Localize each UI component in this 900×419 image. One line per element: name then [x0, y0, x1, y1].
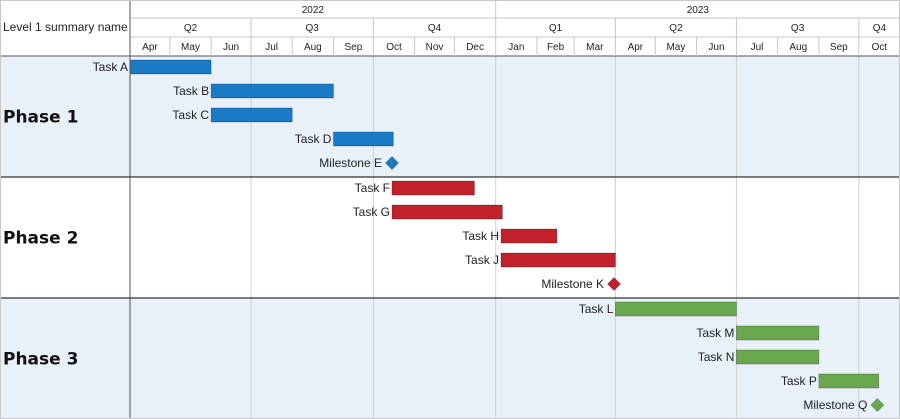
month-label: Aug [789, 42, 807, 53]
month-label: Oct [872, 42, 888, 53]
task-bar [333, 131, 394, 147]
month-label: Jul [265, 42, 278, 53]
task-bar [736, 325, 820, 341]
month-label: Oct [386, 42, 402, 53]
phase-band [0, 177, 900, 298]
year-label: 2023 [687, 5, 710, 16]
month-label: Mar [586, 42, 604, 53]
task-bar [500, 252, 616, 268]
task-bar [736, 349, 820, 365]
task-label: Task N [698, 350, 735, 364]
month-label: Sep [345, 42, 363, 53]
month-label: May [666, 42, 685, 53]
milestone-label: Milestone K [541, 277, 604, 291]
month-label: Dec [466, 42, 484, 53]
task-bar [210, 83, 334, 99]
task-label: Task B [173, 84, 209, 98]
summary-column-label: Level 1 summary name [3, 20, 128, 34]
task-label: Task G [353, 205, 390, 219]
milestone-label: Milestone Q [803, 398, 867, 412]
phase-label: Phase 1 [3, 108, 78, 128]
month-label: May [181, 42, 200, 53]
quarter-label: Q4 [428, 23, 442, 34]
quarter-label: Q2 [184, 23, 198, 34]
phase-label: Phase 3 [3, 350, 78, 370]
task-bar [500, 228, 558, 244]
month-label: Nov [426, 42, 444, 53]
task-label: Task D [295, 132, 332, 146]
quarter-label: Q3 [791, 23, 805, 34]
milestone-marker [607, 276, 622, 292]
quarter-label: Q2 [669, 23, 683, 34]
phase-label: Phase 2 [3, 229, 78, 249]
task-label: Task F [355, 181, 390, 195]
month-label: Jan [508, 42, 524, 53]
quarter-label: Q3 [306, 23, 320, 34]
milestone-marker [870, 397, 885, 413]
month-label: Jun [223, 42, 239, 53]
milestone-marker [384, 155, 400, 171]
quarter-label: Q1 [549, 23, 563, 34]
task-label: Task P [781, 374, 817, 388]
quarter-label: Q4 [873, 23, 887, 34]
task-label: Task M [696, 326, 734, 340]
month-label: Jun [708, 42, 724, 53]
task-bar [391, 204, 503, 220]
month-label: Sep [830, 42, 848, 53]
task-label: Task C [172, 108, 209, 122]
task-label: Task J [465, 253, 499, 267]
task-bar [129, 59, 212, 75]
task-bar [818, 373, 880, 389]
task-bar [391, 180, 475, 196]
task-label: Task A [93, 60, 128, 74]
month-label: Aug [304, 42, 322, 53]
task-bar [615, 301, 737, 317]
year-label: 2022 [302, 5, 325, 16]
task-label: Task H [462, 229, 499, 243]
month-label: Apr [628, 42, 644, 53]
milestone-label: Milestone E [319, 156, 382, 170]
task-label: Task L [579, 302, 614, 316]
month-label: Feb [547, 42, 565, 53]
month-label: Apr [142, 42, 158, 53]
task-bar [210, 107, 293, 123]
month-label: Jul [751, 42, 764, 53]
phase-band [0, 56, 900, 177]
